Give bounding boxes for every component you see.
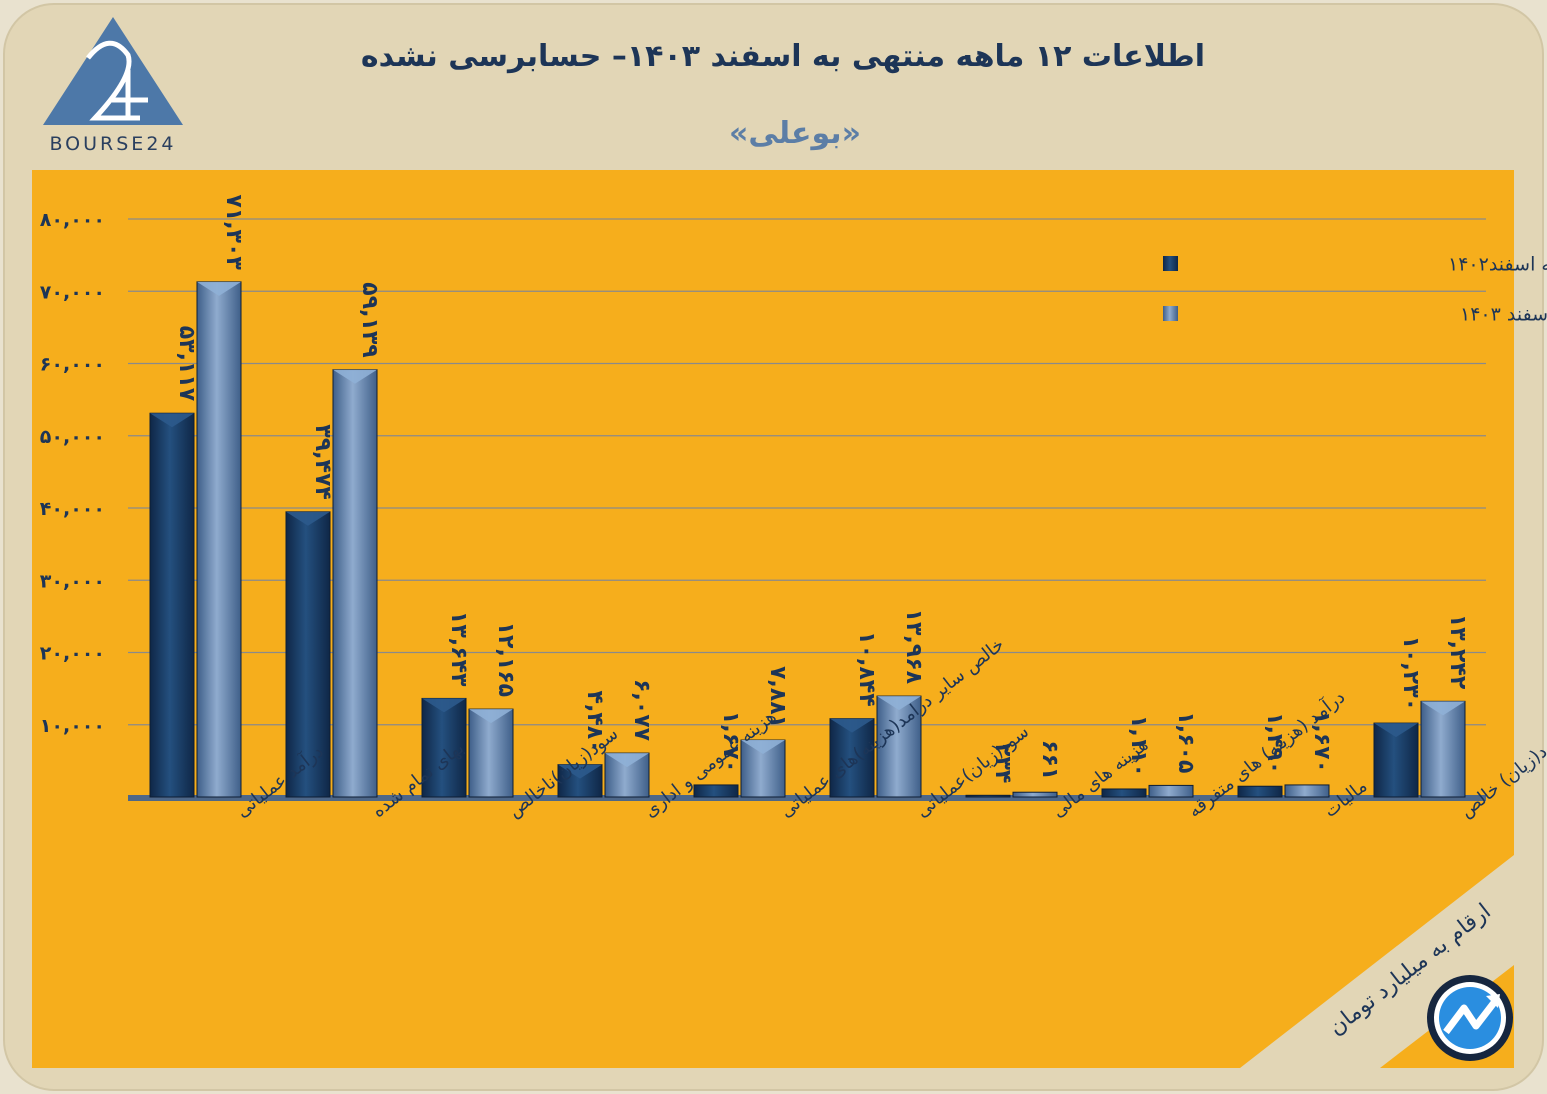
y-axis: ۱۰,۰۰۰ ۲۰,۰۰۰ ۳۰,۰۰۰ ۴۰,۰۰۰ ۵۰,۰۰۰ ۶۰,۰۰۰ ۷۰,۰… <box>40 209 105 737</box>
bars <box>149 281 1466 798</box>
bar <box>196 281 242 798</box>
bar-cap <box>469 709 513 724</box>
legend-swatch-1402 <box>1163 256 1178 271</box>
value-label: ۱۲,۱۶۵ <box>493 622 518 698</box>
bar <box>1284 784 1330 798</box>
y-tick-label: ۴۰,۰۰۰ <box>40 498 105 520</box>
bourse24-logo: BOURSE24 <box>43 17 183 155</box>
bar <box>421 697 467 798</box>
bar <box>149 412 195 798</box>
value-label: ۳۹,۴۷۴ <box>310 424 335 500</box>
bar-cap <box>605 753 649 768</box>
legend-swatch-1403 <box>1163 306 1178 321</box>
bar-cap <box>197 281 241 296</box>
value-label: ۱,۱۱۰ <box>1126 715 1151 777</box>
bar-cap <box>830 718 874 733</box>
x-axis-baseline <box>128 795 1486 801</box>
value-label: ۱۳,۶۴۳ <box>446 611 471 687</box>
y-tick-label: ۶۰,۰۰۰ <box>40 354 105 376</box>
value-label: ۶۶۱ <box>1037 740 1062 780</box>
bar-cap <box>422 698 466 713</box>
y-tick-label: ۲۰,۰۰۰ <box>40 643 105 665</box>
bar <box>876 695 922 798</box>
bar-cap <box>877 696 921 711</box>
value-labels: ۵۳,۱۱۷ ۷۱,۳۰۳ ۳۹,۴۷۴ ۵۹,۱۳۹ ۱۳,۶۴۳ ۱۲,۱۶۵ ۴,۴۸… <box>174 194 1470 783</box>
value-label: ۷,۸۸۱ <box>765 666 790 728</box>
legend: عملکرد منتهی به اسفند۱۴۰۲ عملکرد منتهی ب… <box>1163 254 1547 326</box>
y-tick-label: ۷۰,۰۰۰ <box>40 281 105 303</box>
y-tick-label: ۳۰,۰۰۰ <box>40 570 105 592</box>
bar-cap <box>286 511 330 526</box>
bar <box>1101 788 1147 798</box>
chart-panel <box>32 170 1514 1068</box>
page-title: اطلاعات ۱۲ ماهه منتهی به اسفند ۱۴۰۳– حسا… <box>361 39 1205 74</box>
value-label: ۱,۶۷۰ <box>1309 711 1334 773</box>
bar <box>468 708 514 798</box>
value-label: ۱۰,۲۳۰ <box>1398 636 1423 712</box>
bar-cap <box>333 369 377 384</box>
bar <box>1237 785 1283 798</box>
value-label: ۱۳,۲۴۲ <box>1445 614 1470 690</box>
bar-cap <box>150 413 194 428</box>
value-label: ۷۱,۳۰۳ <box>221 194 246 270</box>
value-label: ۱۰,۸۴۴ <box>854 631 879 707</box>
bar <box>1420 700 1466 798</box>
bar-cap <box>1421 701 1465 716</box>
bar <box>693 784 739 798</box>
value-label: ۵۹,۱۳۹ <box>357 282 382 358</box>
bar <box>965 794 1011 798</box>
bar <box>1012 791 1058 798</box>
value-label: ۲۳۴ <box>990 743 1015 783</box>
bar <box>1148 784 1194 798</box>
value-label: ۶,۰۷۷ <box>629 679 654 742</box>
value-label: ۵۳,۱۱۷ <box>174 326 199 402</box>
bar-cap <box>558 764 602 779</box>
company-subtitle: «بوعلی» <box>729 116 861 151</box>
legend-label-1403: عملکرد منتهی به اسفند ۱۴۰۳ <box>1460 304 1547 326</box>
legend-label-1402: عملکرد منتهی به اسفند۱۴۰۲ <box>1448 254 1547 276</box>
bar-cap <box>741 740 785 755</box>
logo-text: BOURSE24 <box>49 133 176 155</box>
bar <box>285 511 331 798</box>
y-tick-label: ۱۰,۰۰۰ <box>40 715 105 737</box>
y-tick-label: ۸۰,۰۰۰ <box>40 209 105 231</box>
bar <box>332 369 378 798</box>
value-label: ۴,۴۸۰ <box>582 691 607 753</box>
value-label: ۱,۶۷۰ <box>718 711 743 773</box>
trend-logo-icon <box>1427 975 1513 1061</box>
value-label: ۱,۴۹۰ <box>1262 712 1287 774</box>
bar-cap <box>1374 723 1418 738</box>
value-label: ۱,۶۰۵ <box>1173 711 1198 773</box>
y-tick-label: ۵۰,۰۰۰ <box>40 426 105 448</box>
value-label: ۱۳,۹۶۸ <box>901 609 926 685</box>
